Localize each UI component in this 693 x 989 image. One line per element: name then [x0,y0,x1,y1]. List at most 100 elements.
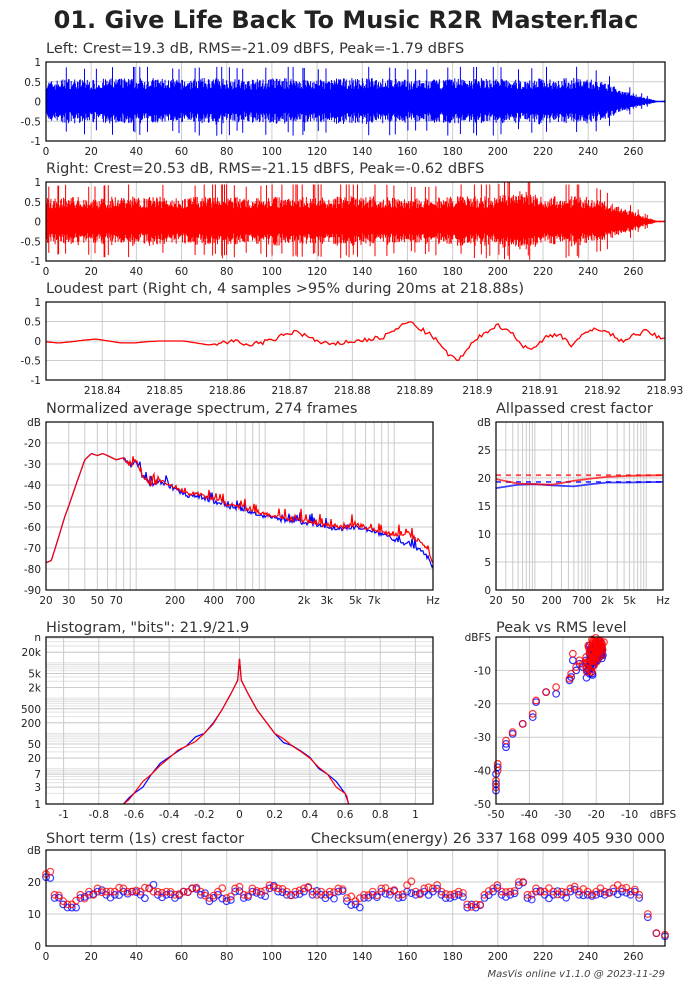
right-crest-point [287,891,295,900]
left-crest-point [459,893,467,901]
x-tick-label: 5k [623,595,637,607]
left-crest-point [592,890,601,899]
left-crest-point [355,903,364,912]
y-tick-label: 10 [478,529,491,541]
y-tick-label: 3 [34,782,41,794]
x-tick-label: 700 [235,595,255,607]
plot-frame [45,636,434,805]
right-crest-point [631,885,639,894]
left-crest-point [411,890,420,899]
x-tick-label: 50 [511,595,524,607]
left-crest-point [545,894,553,903]
right-scatter-point [582,667,591,676]
right-scatter-point [567,669,576,678]
right-crest-point [46,867,55,876]
left-crest-point [278,888,287,897]
left-crest-point [502,893,510,901]
y-tick-label: -0.5 [21,116,42,128]
right-series-line [495,474,664,486]
right-crest-point [222,894,231,902]
right-waveform [45,182,666,260]
right-crest-point [123,887,132,896]
x-tick-label: 220 [533,146,553,158]
right-crest-point [67,900,76,909]
right-crest-point [295,886,304,895]
right-crest-point [420,884,429,893]
y-tick-label: 1 [34,799,41,811]
x-tick-label: 20 [39,595,52,607]
right-crest-point [459,889,467,897]
y-tick-label: -1 [31,375,41,387]
x-tick-label: 0 [43,951,50,963]
x-tick-label: 60 [175,146,188,158]
x-tick-label: 218.84 [84,385,121,397]
x-tick-label: 60 [175,266,188,278]
right-crest-point [80,894,89,903]
x-tick-label: 0 [43,266,50,278]
right-scatter-point [552,683,561,691]
left-crest-point [566,887,575,896]
y-tick-label: 0 [34,217,41,229]
y-tick-label: 0.5 [24,317,41,329]
y-tick-label: 25 [478,445,491,457]
x-tick-label: -0.8 [89,809,110,821]
x-tick-label: 100 [262,266,282,278]
y-axis-label: n [34,632,41,644]
short-term-crest-title: Short term (1s) crest factor [46,831,244,847]
right-crest-point [613,881,622,889]
y-tick-label: -30 [24,459,41,471]
right-crest-point [385,887,394,896]
left-crest-point [381,889,390,898]
plot-frame [45,181,666,262]
right-crest-point [437,887,446,896]
right-crest-point [562,888,571,897]
left-crest-point [300,887,308,896]
x-tick-label: 2k [298,595,312,607]
right-crest-point [257,887,265,896]
y-axis-label: dB [27,417,41,429]
plot-frame [45,849,666,947]
right-scatter-point [542,688,550,697]
right-crest-point [343,894,351,902]
y-tick-label: 15 [478,501,491,513]
spectrum-title: Normalized average spectrum, 274 frames [46,401,357,417]
left-crest-point [454,890,463,899]
x-tick-label: 220 [533,951,553,963]
x-tick-label: 218.9 [462,385,492,397]
right-scatter-point [568,649,577,658]
y-tick-label: 200 [21,718,41,730]
y-tick-label: 0 [34,336,41,348]
right-crest-point [446,890,454,899]
right-crest-point [132,886,141,895]
right-scatter-point [600,638,608,647]
x-tick-label: 120 [307,146,327,158]
x-tick-label: 160 [397,951,417,963]
x-tick-label: 0 [43,146,50,158]
x-tick-label: -0.4 [159,809,180,821]
left-scatter-point [552,689,561,698]
y-tick-label: -80 [24,564,41,576]
right-crest-point [652,929,661,938]
right-crest-point [115,883,123,892]
y-axis-label: dB [27,845,41,857]
left-crest-point [140,894,149,903]
left-crest-point [643,913,652,922]
y-tick-label: -0.5 [21,356,42,368]
right-crest-point [265,881,274,890]
left-crest-point [308,890,317,899]
right-crest-point [239,890,248,899]
x-tick-label: 218.91 [522,385,559,397]
y-tick-label: 0 [34,97,41,109]
right-crest-point [424,883,433,892]
y-tick-label: 50 [28,739,41,751]
chart-1: 0 20 40 60 80 100 120 140 160 180 200 220 240 260 1 0.5… [21,177,666,278]
x-tick-label: -0.6 [124,809,145,821]
right-crest-point [175,890,184,898]
y-tick-label: 10 [28,909,41,921]
right-crest-point [519,878,528,886]
x-tick-label: 700 [572,595,592,607]
y-tick-label: 1 [34,177,41,189]
right-crest-point [171,890,179,899]
allpassed-crest-title: Allpassed crest factor [496,401,653,417]
